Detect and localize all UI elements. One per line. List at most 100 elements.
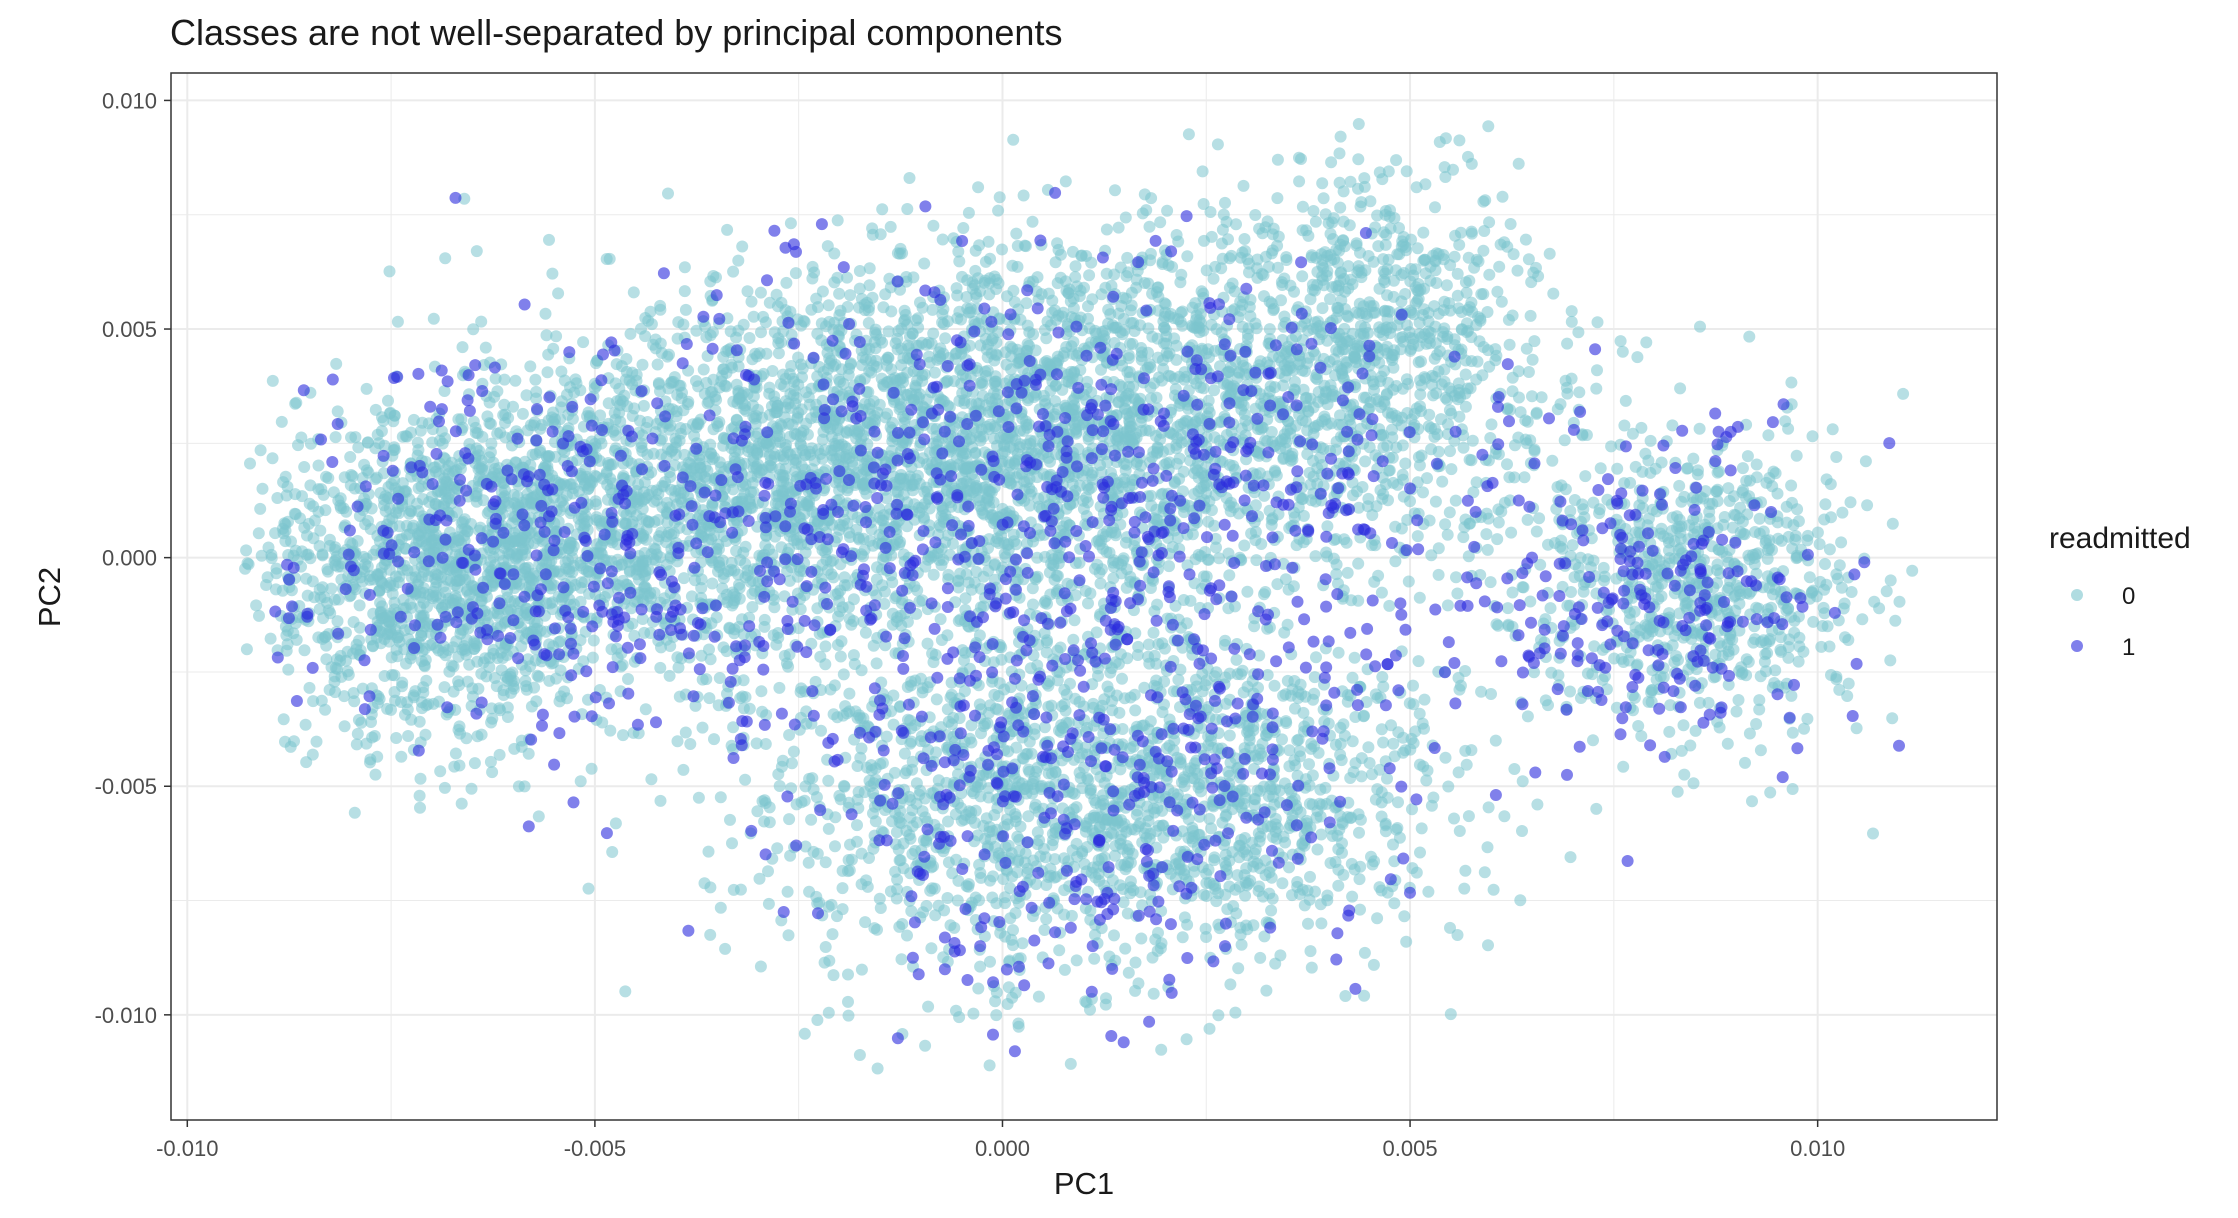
point — [320, 470, 332, 483]
point — [463, 658, 476, 671]
point — [876, 203, 889, 216]
point — [1526, 353, 1539, 366]
point — [414, 801, 426, 814]
point — [360, 382, 373, 395]
point — [1533, 512, 1546, 525]
point — [1389, 555, 1402, 568]
scatter-points — [239, 118, 1919, 1075]
point — [617, 729, 629, 742]
point — [1459, 864, 1472, 877]
point — [1157, 362, 1170, 375]
point — [714, 901, 727, 914]
point — [1235, 938, 1248, 951]
point — [1673, 479, 1686, 492]
point — [789, 267, 802, 280]
point — [984, 252, 996, 265]
point — [1053, 944, 1066, 957]
point — [1428, 352, 1441, 365]
point — [992, 204, 1005, 217]
point — [1032, 990, 1045, 1003]
point — [1359, 455, 1372, 468]
point — [1358, 946, 1371, 959]
point — [956, 270, 968, 283]
point — [1543, 247, 1556, 260]
point — [1750, 471, 1763, 484]
point — [1026, 215, 1039, 228]
point — [1512, 157, 1525, 170]
point — [542, 348, 555, 361]
point — [773, 780, 786, 792]
point — [706, 577, 719, 590]
point — [1444, 1008, 1457, 1021]
point — [391, 315, 404, 328]
point — [1280, 251, 1293, 264]
point — [266, 452, 279, 465]
point — [1337, 868, 1350, 881]
point — [853, 265, 866, 277]
point — [465, 782, 478, 795]
point — [836, 882, 849, 895]
point — [1906, 564, 1919, 577]
point — [603, 252, 616, 265]
point — [1687, 777, 1700, 790]
point — [1238, 539, 1251, 552]
point — [1304, 870, 1316, 883]
point — [880, 730, 893, 743]
point — [1396, 439, 1409, 452]
point — [773, 681, 786, 694]
point — [654, 661, 667, 674]
point — [724, 813, 736, 826]
point — [1155, 1043, 1168, 1056]
point — [240, 643, 253, 656]
point — [1367, 958, 1380, 971]
point — [1404, 495, 1416, 508]
point — [717, 567, 730, 580]
point — [831, 214, 844, 227]
point — [1196, 165, 1209, 178]
point — [1480, 528, 1493, 541]
point — [1678, 768, 1691, 781]
point — [719, 942, 732, 955]
point — [1083, 269, 1096, 282]
point — [1451, 929, 1464, 941]
point — [1059, 175, 1072, 188]
series-0 — [239, 118, 1919, 1075]
point — [1131, 649, 1144, 661]
point — [1145, 192, 1158, 205]
point — [484, 755, 497, 768]
point — [1229, 1006, 1242, 1019]
point — [1425, 549, 1438, 562]
point — [353, 599, 366, 612]
point — [850, 835, 863, 848]
point — [1100, 223, 1113, 236]
point — [1761, 552, 1774, 565]
point — [1692, 464, 1704, 477]
point — [1445, 463, 1458, 476]
point — [925, 942, 938, 955]
point — [639, 703, 652, 716]
point — [983, 1059, 996, 1072]
point — [1372, 569, 1385, 582]
point — [1204, 206, 1217, 218]
point — [1007, 133, 1020, 146]
point — [863, 262, 876, 275]
point — [811, 327, 824, 340]
point — [645, 773, 658, 786]
point — [1598, 574, 1610, 587]
point — [298, 461, 311, 473]
point — [1410, 866, 1423, 879]
point — [1482, 801, 1495, 814]
point — [762, 897, 775, 910]
point — [539, 307, 552, 320]
point — [1452, 302, 1465, 315]
point — [1203, 1022, 1216, 1035]
point — [1400, 165, 1413, 178]
point — [329, 431, 342, 444]
point — [1519, 233, 1532, 246]
point — [1038, 924, 1051, 936]
point — [456, 341, 469, 354]
point — [1785, 376, 1798, 389]
point — [1407, 679, 1419, 692]
point — [1526, 390, 1538, 403]
